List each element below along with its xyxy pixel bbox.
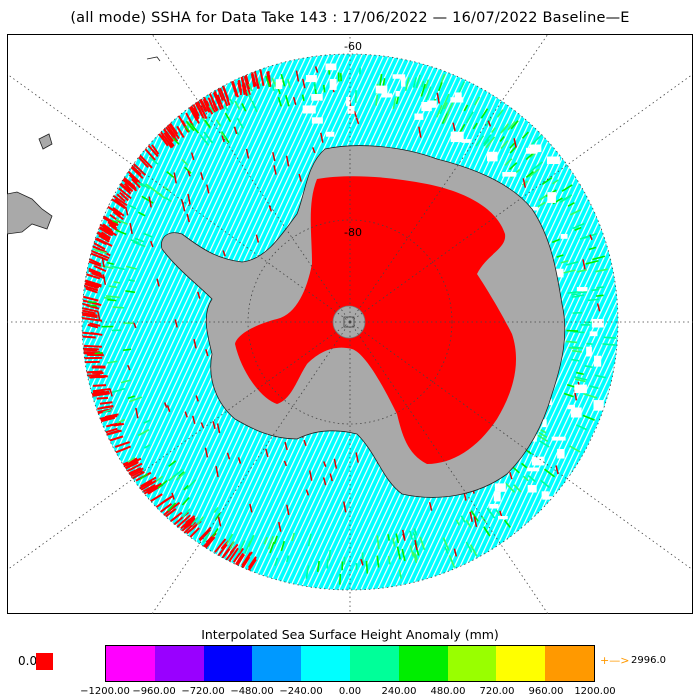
- colorbar-tick-label: 240.00: [381, 686, 417, 697]
- colorbar-tick-label: 480.00: [430, 686, 466, 697]
- colorbar-swatch-7: [447, 646, 497, 681]
- colorbar-swatch-4: [301, 646, 350, 681]
- colorbar-swatch-1: [154, 646, 204, 681]
- colorbar-tick-label: −720.00: [181, 686, 225, 697]
- colorbar-title: Interpolated Sea Surface Height Anomaly …: [201, 627, 499, 642]
- colorbar-swatch-2: [203, 646, 253, 681]
- colorbar-swatch-8: [496, 646, 546, 681]
- colorbar-tick-label: 0.00: [338, 686, 362, 697]
- latitude-label-60: -60: [344, 40, 362, 53]
- latitude-label-80: -80: [344, 226, 362, 239]
- no-data-swatch: [36, 653, 53, 670]
- colorbar-tick-label: −240.00: [279, 686, 323, 697]
- no-data-label: 0.0: [18, 654, 38, 668]
- ssha-tracks: [82, 63, 617, 585]
- over-range-value: 2996.0: [631, 655, 666, 666]
- colorbar-swatch-5: [349, 646, 399, 681]
- colorbar-tick-label: −960.00: [132, 686, 176, 697]
- colorbar-tick-label: −480.00: [230, 686, 274, 697]
- ice-shelf-red-region: [235, 176, 517, 464]
- graticule: [7, 34, 693, 614]
- over-range-arrow: +—>: [600, 654, 630, 667]
- south-america-tip: [7, 56, 161, 235]
- colorbar-swatch-3: [252, 646, 302, 681]
- colorbar: [105, 645, 595, 682]
- colorbar-tick-label: −1200.00: [80, 686, 130, 697]
- colorbar-swatch-9: [545, 646, 594, 681]
- colorbar-tick-label: 1200.00: [574, 686, 616, 697]
- polar-map: -60 -80: [7, 34, 693, 614]
- colorbar-swatch-6: [398, 646, 448, 681]
- colorbar-swatch-0: [106, 646, 155, 681]
- map-title: (all mode) SSHA for Data Take 143 : 17/0…: [70, 10, 630, 26]
- colorbar-tick-label: 720.00: [479, 686, 515, 697]
- colorbar-tick-label: 960.00: [528, 686, 564, 697]
